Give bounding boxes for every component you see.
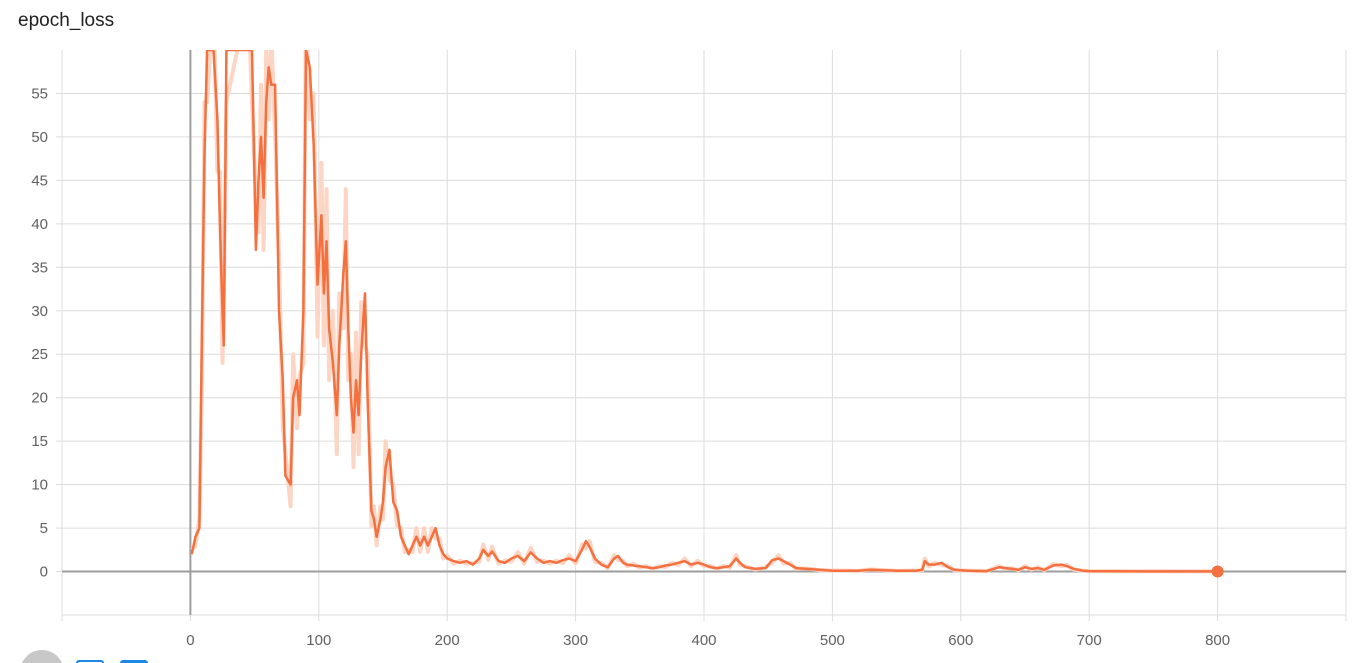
y-tick-label: 20	[31, 390, 48, 407]
y-tick-label: 30	[31, 303, 48, 320]
x-tick-label: 0	[186, 632, 194, 649]
fit-domain-button[interactable]	[76, 660, 104, 663]
x-tick-label: 500	[820, 632, 845, 649]
x-tick-label: 200	[435, 632, 460, 649]
x-tick-label: 800	[1205, 632, 1230, 649]
x-tick-label: 700	[1077, 632, 1102, 649]
y-tick-label: 50	[31, 129, 48, 146]
expand-chart-button[interactable]	[120, 660, 148, 663]
y-tick-label: 55	[31, 85, 48, 102]
y-tick-label: 25	[31, 346, 48, 363]
x-tick-label: 100	[306, 632, 331, 649]
chart-title: epoch_loss	[18, 10, 115, 31]
y-tick-label: 5	[40, 520, 48, 537]
y-tick-label: 15	[31, 433, 48, 450]
x-tick-label: 600	[948, 632, 973, 649]
raw-series-line	[190, 50, 1218, 574]
y-tick-label: 10	[31, 477, 48, 494]
x-tick-label: 400	[691, 632, 716, 649]
x-tick-label: 300	[563, 632, 588, 649]
y-tick-label: 45	[31, 172, 48, 189]
y-tick-label: 35	[31, 259, 48, 276]
avatar[interactable]	[20, 650, 64, 663]
last-point-marker[interactable]	[1211, 565, 1224, 578]
y-tick-label: 0	[40, 564, 48, 581]
chart-toolbar	[18, 648, 178, 663]
smoothed-series-line[interactable]	[190, 50, 1218, 573]
y-tick-label: 40	[31, 216, 48, 233]
